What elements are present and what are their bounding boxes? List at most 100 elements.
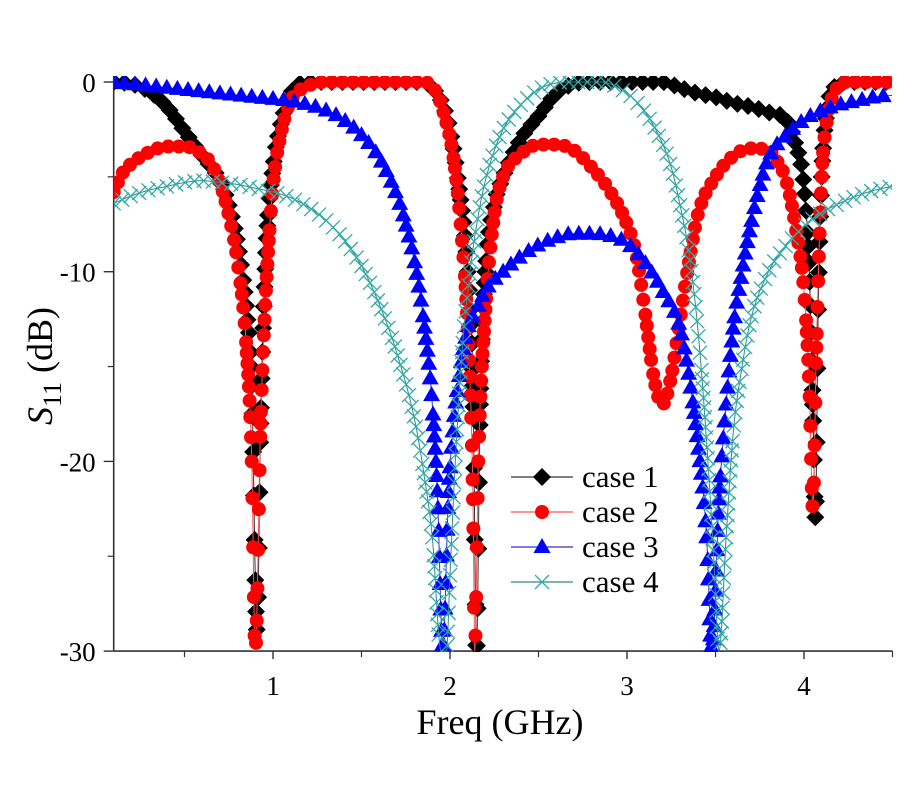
data-point-marker (735, 352, 751, 368)
data-point-marker (423, 386, 441, 402)
data-point-marker (536, 137, 551, 152)
data-point-marker (591, 225, 609, 241)
data-point-marker (489, 192, 504, 207)
data-point-marker (716, 570, 732, 586)
data-point-marker (475, 346, 490, 361)
data-point-marker (448, 447, 464, 463)
data-point-marker (691, 328, 706, 344)
data-point-marker (345, 118, 363, 134)
data-point-marker (492, 180, 507, 195)
data-point-marker (337, 233, 353, 249)
data-point-marker (232, 177, 248, 193)
data-point-marker (703, 507, 719, 523)
data-point-marker (332, 226, 348, 242)
data-point-marker (426, 558, 442, 574)
data-point-marker (502, 255, 520, 271)
data-point-marker (663, 374, 678, 389)
data-point-marker (859, 76, 874, 89)
data-point-marker (795, 184, 814, 203)
data-point-marker (705, 542, 721, 558)
data-point-marker (789, 223, 804, 238)
data-point-marker (675, 293, 690, 308)
data-point-marker (428, 582, 444, 598)
data-point-marker (245, 491, 260, 506)
data-point-marker (168, 176, 184, 192)
data-point-marker (757, 271, 773, 287)
data-point-marker (725, 433, 740, 449)
data-point-marker (715, 600, 731, 616)
data-point-marker (484, 227, 499, 242)
data-point-marker (426, 439, 444, 455)
data-point-marker (259, 270, 274, 285)
data-point-marker (787, 210, 802, 225)
data-point-marker (488, 138, 504, 154)
data-point-marker (205, 174, 221, 190)
data-point-marker (680, 364, 698, 380)
data-point-marker (780, 176, 795, 191)
data-point-marker (701, 472, 717, 488)
data-point-marker (768, 135, 786, 151)
data-point-marker (442, 567, 458, 583)
data-point-marker (261, 233, 276, 248)
data-point-marker (751, 176, 769, 192)
data-point-marker (641, 330, 656, 345)
data-point-marker (728, 293, 746, 309)
data-point-marker (675, 339, 693, 355)
data-point-marker (682, 378, 700, 394)
data-point-marker (451, 386, 467, 402)
x-tick-label: 1 (266, 671, 280, 701)
data-point-marker (335, 76, 350, 89)
data-point-marker (458, 304, 474, 319)
data-point-marker (137, 76, 155, 92)
data-point-marker (414, 307, 432, 323)
data-point-marker (665, 302, 683, 318)
data-point-marker (709, 504, 727, 520)
data-point-marker (654, 76, 673, 92)
data-point-marker (439, 498, 457, 514)
data-point-marker (730, 280, 748, 296)
legend-marker (534, 574, 550, 590)
data-point-marker (748, 187, 766, 203)
data-point-marker (443, 536, 459, 552)
x-axis-label: Freq (GHz) (417, 702, 584, 742)
data-point-marker (721, 346, 739, 362)
data-point-marker (416, 318, 434, 334)
data-point-marker (268, 159, 283, 174)
data-point-marker (711, 478, 729, 494)
data-point-marker (356, 76, 371, 89)
data-point-marker (713, 447, 731, 463)
data-point-marker (306, 97, 324, 113)
data-point-marker (473, 389, 488, 404)
data-point-marker (526, 84, 542, 100)
data-point-marker (602, 227, 620, 243)
data-point-marker (253, 429, 268, 444)
series-layer (114, 76, 892, 652)
data-point-marker (700, 461, 716, 477)
data-point-marker (424, 405, 442, 421)
data-point-marker (460, 277, 476, 293)
data-point-marker (743, 211, 761, 227)
data-point-marker (150, 180, 166, 196)
series-case-3 (114, 76, 892, 652)
data-point-marker (797, 201, 816, 220)
data-point-marker (714, 614, 730, 629)
data-point-marker (114, 192, 130, 208)
data-point-marker (685, 274, 701, 290)
data-point-marker (476, 335, 491, 350)
data-point-marker (792, 155, 811, 174)
y-axis-label-base: S (20, 407, 60, 425)
data-point-marker (441, 605, 457, 621)
data-point-marker (543, 76, 558, 92)
data-point-marker (440, 483, 458, 499)
data-point-marker (482, 157, 498, 173)
data-point-marker (534, 80, 550, 96)
data-point-marker (807, 438, 822, 453)
data-point-marker (251, 542, 266, 557)
data-point-marker (303, 201, 319, 217)
data-point-marker (476, 324, 491, 339)
data-point-marker (417, 474, 433, 490)
data-point-marker (240, 356, 255, 371)
data-point-marker (784, 119, 802, 135)
data-point-marker (792, 112, 810, 128)
